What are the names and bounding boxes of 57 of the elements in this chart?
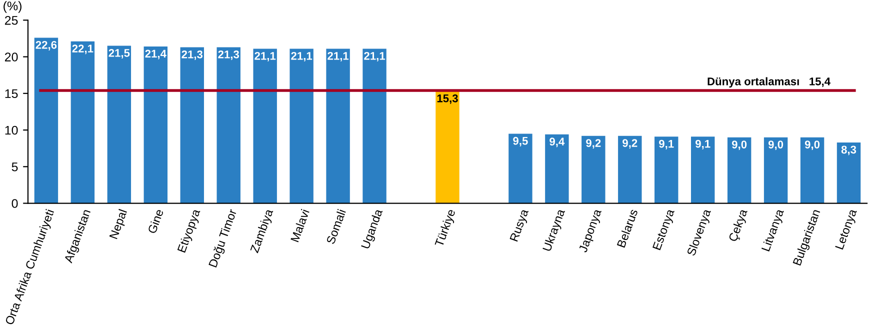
bar [508, 134, 532, 204]
data-label: 15,3 [437, 94, 458, 104]
y-axis-title: (%) [4, 1, 22, 13]
data-label: 21,3 [218, 50, 240, 60]
x-tick-label: Rusya [510, 208, 531, 242]
data-label: 9,0 [804, 140, 820, 150]
y-tick-label: 20 [4, 52, 18, 62]
data-label: 21,4 [145, 50, 166, 60]
data-label: 21,1 [254, 52, 276, 62]
bar [70, 41, 95, 204]
bar [654, 136, 678, 204]
data-label: 9,5 [513, 136, 528, 146]
y-tick-label: 5 [12, 162, 18, 172]
bar [545, 134, 569, 204]
bar [618, 136, 642, 204]
bar [800, 137, 824, 204]
bar [144, 46, 168, 204]
y-tick-label: 10 [5, 126, 18, 135]
data-label: 21,1 [364, 52, 386, 62]
data-label: 22,1 [72, 44, 94, 54]
data-label: 21,5 [108, 49, 130, 58]
x-tick-label: Çekya [728, 208, 750, 243]
data-label: 9,0 [732, 140, 747, 150]
data-label: 21,1 [328, 52, 349, 62]
bar [290, 48, 314, 204]
bar [764, 137, 788, 204]
data-label: 21,1 [291, 52, 312, 62]
bar [836, 142, 861, 204]
bar [107, 46, 132, 204]
bar [690, 136, 715, 204]
bar [216, 47, 240, 204]
bar [362, 48, 386, 204]
bar [253, 48, 277, 204]
bar [180, 47, 204, 204]
x-tick-label: Somali [326, 208, 346, 245]
bar [34, 38, 58, 204]
y-tick-label: 25 [4, 16, 18, 25]
data-label: 22,6 [36, 40, 57, 50]
data-label: 9,2 [622, 139, 638, 149]
x-tick-label: Malavi [290, 208, 310, 242]
y-tick-label: 0 [12, 199, 18, 208]
x-tick-label: Doğu Timor [208, 208, 240, 268]
y-tick-label: 15 [5, 89, 18, 98]
bar [582, 136, 606, 204]
data-label: 21,3 [182, 50, 203, 60]
x-tick-label: Gine [147, 208, 164, 234]
data-label: 9,1 [696, 140, 710, 150]
x-tick-label: Nepal [108, 208, 130, 240]
data-label: 9,4 [550, 138, 565, 148]
ref-line-label: Dünya ortalaması 15,4 [708, 77, 830, 88]
data-label: 8,3 [841, 146, 856, 156]
bar [436, 91, 460, 204]
data-label: 9,2 [586, 139, 601, 149]
data-label: 9,1 [659, 140, 674, 150]
bar [326, 48, 350, 204]
data-label: 9,0 [768, 140, 784, 150]
bar [727, 137, 752, 204]
